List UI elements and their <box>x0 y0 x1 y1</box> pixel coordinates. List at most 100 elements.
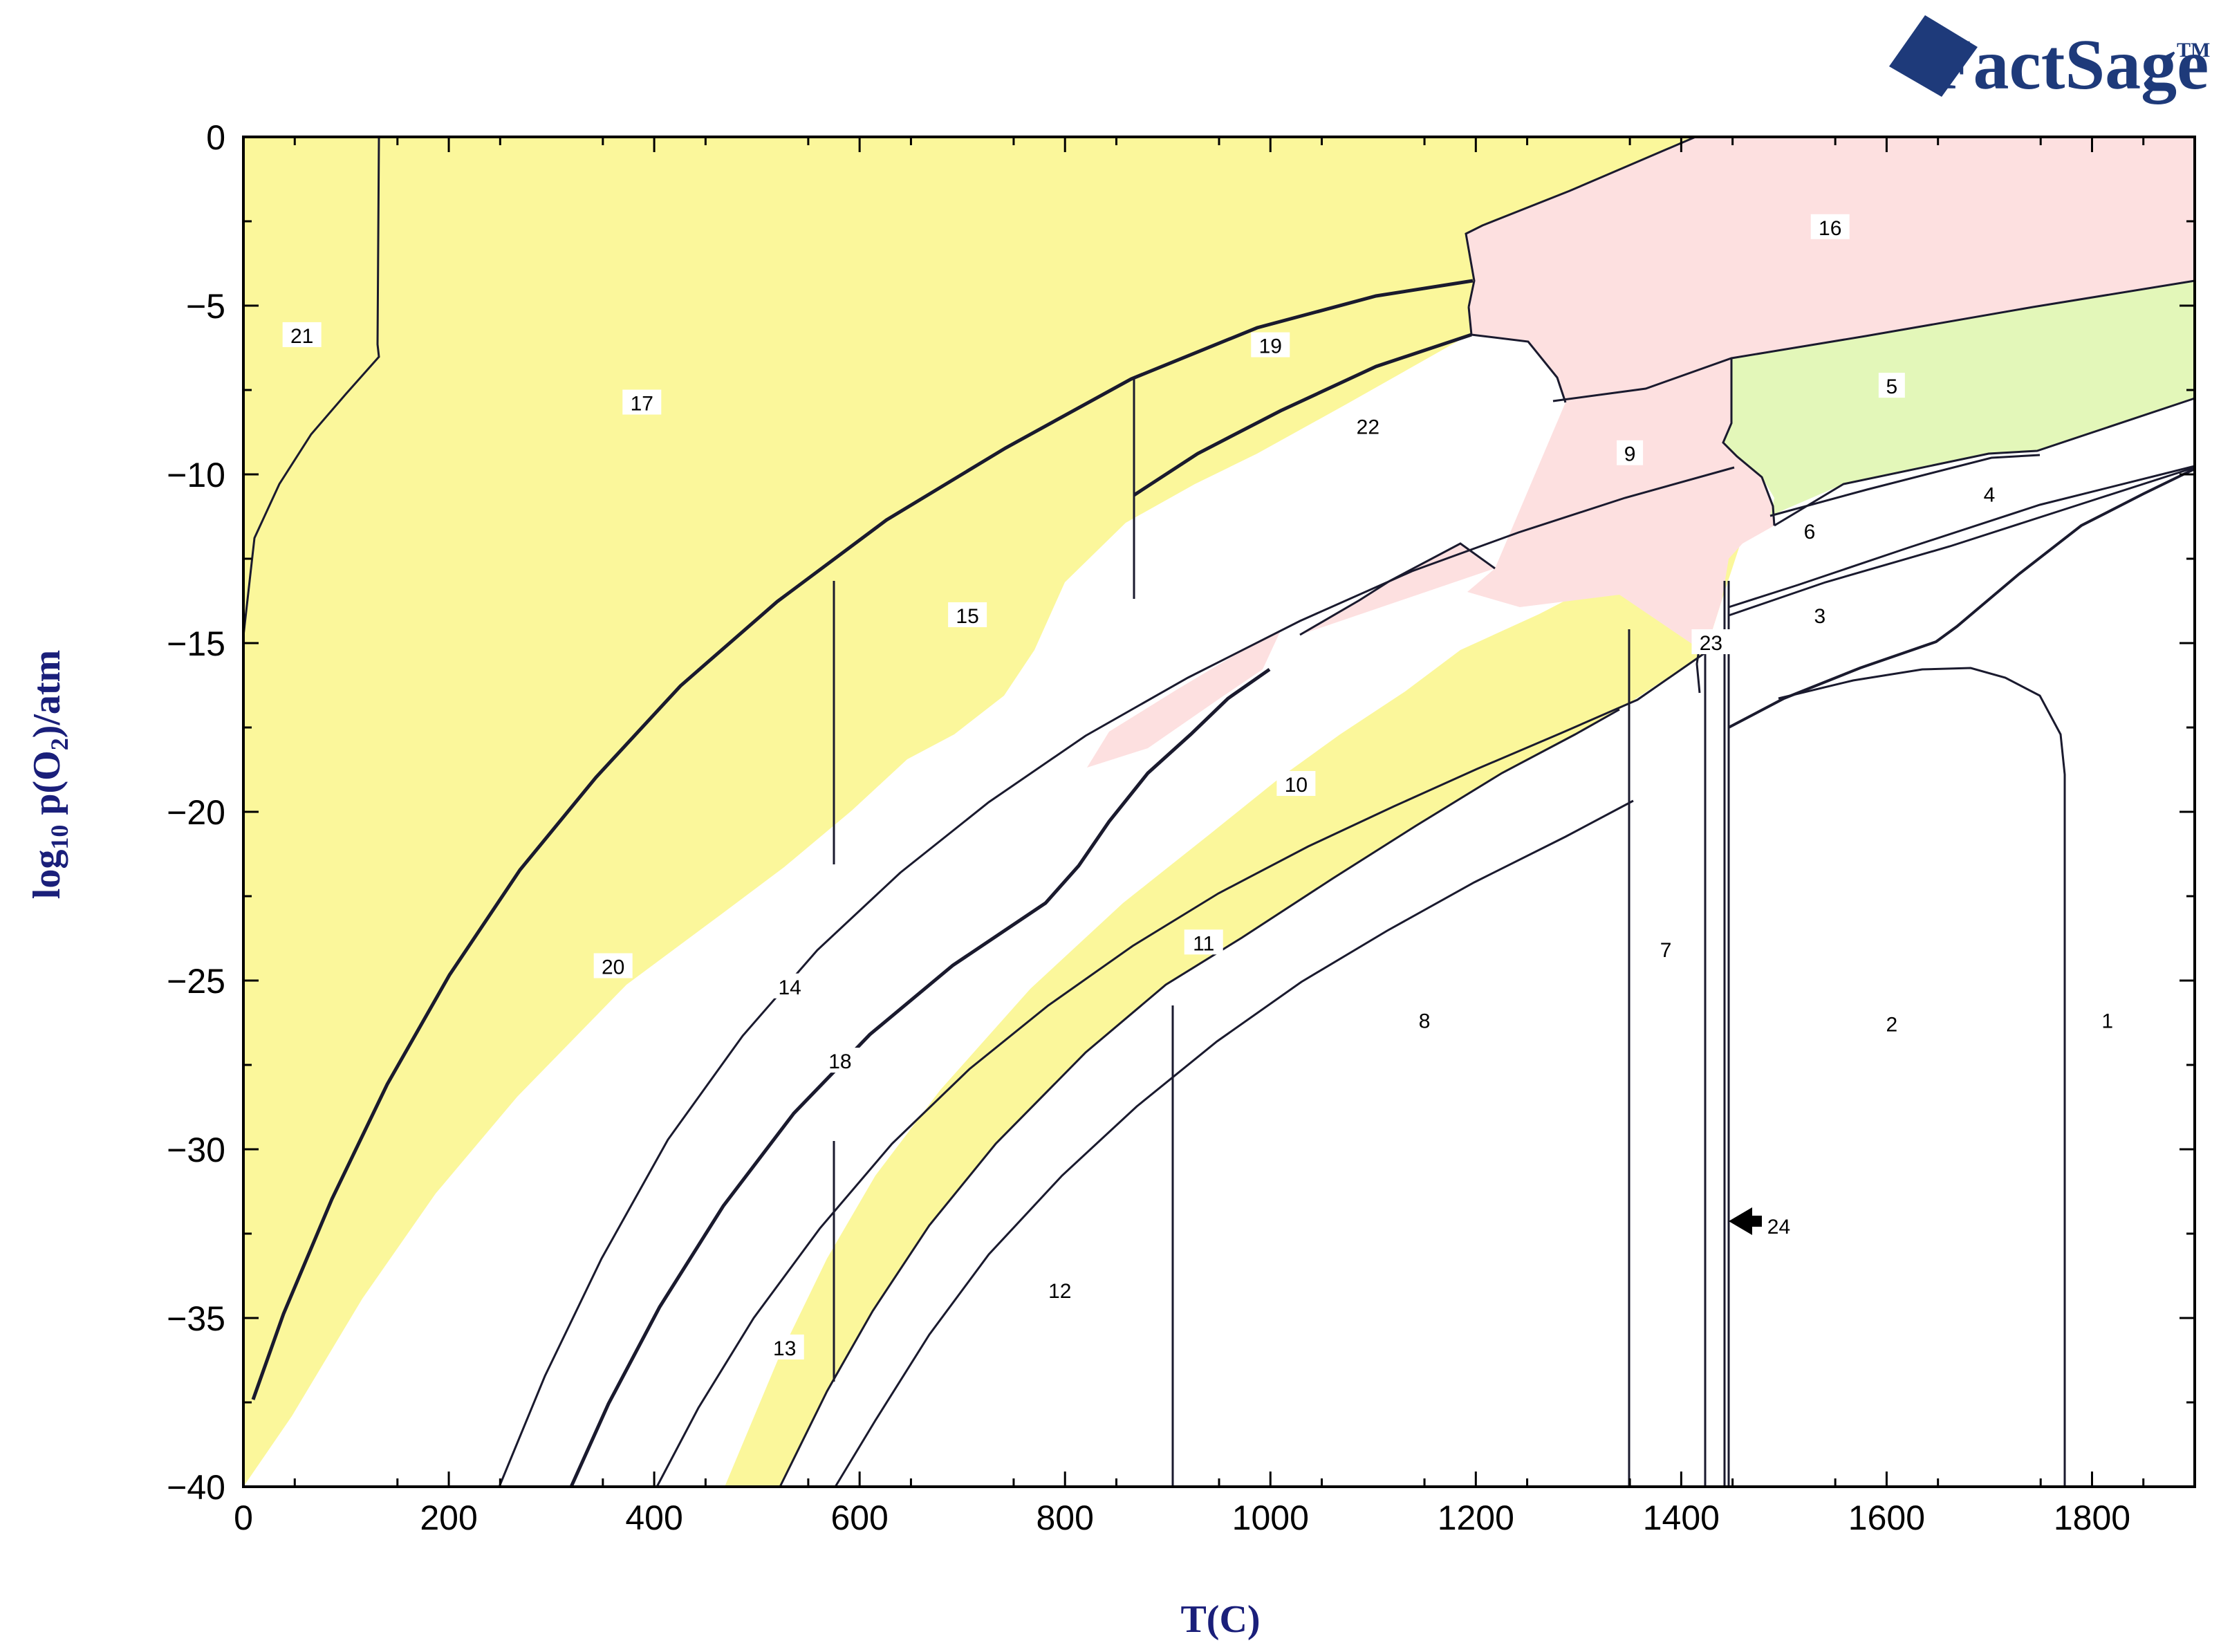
x-axis-title: T(C) <box>1180 1598 1260 1641</box>
phase-boundaries <box>242 136 2195 1488</box>
y-axis-title-mid: p(O <box>26 750 68 824</box>
region-label-bg <box>1806 602 1833 627</box>
yellow-lower-region <box>725 503 1754 1487</box>
axis-tick-labels: 0 200 400 600 800 1000 1200 1400 1600 1800 0 −5 −10 −… <box>167 118 2130 1537</box>
region-label: 4 <box>1984 483 1996 506</box>
x-tick-label: 600 <box>830 1498 888 1537</box>
region-label: 19 <box>1259 335 1282 358</box>
region-label: 18 <box>828 1050 851 1073</box>
boundary-21-17 <box>242 136 380 637</box>
y-axis-title-sub2: 2 <box>46 738 73 750</box>
region-label-bg <box>1251 332 1290 358</box>
y-axis-title-end: )/atm <box>26 650 68 739</box>
logo-diamond-icon <box>1889 15 1978 97</box>
region-label: 15 <box>956 605 978 628</box>
region-label: 23 <box>1700 632 1722 655</box>
axis-ticks <box>242 136 2195 1488</box>
region-label: 7 <box>1660 939 1672 962</box>
y-tick-label: −15 <box>167 624 225 663</box>
x-tick-label: 200 <box>420 1498 477 1537</box>
region-label-bg <box>1040 1277 1079 1302</box>
x-tick-label: 800 <box>1036 1498 1093 1537</box>
pink-upper-region <box>1466 137 2195 402</box>
x-tick-label: 0 <box>234 1498 253 1537</box>
region-label-bg <box>1878 373 1905 398</box>
region-label-bg <box>1617 440 1644 465</box>
region-label-bg <box>1878 1010 1905 1036</box>
region-label: 12 <box>1048 1280 1071 1303</box>
region-label-bg <box>770 973 810 999</box>
boundary-9-lower <box>1299 542 1496 636</box>
region-label-bg <box>820 1048 859 1073</box>
boundary-18-upper <box>569 667 1271 1488</box>
pink-lower-region <box>1087 631 1281 768</box>
y-tick-label: −25 <box>167 962 225 1001</box>
yellow-upper-region <box>243 137 1695 1487</box>
region-label: 14 <box>778 976 801 999</box>
region-label-bg <box>1653 936 1680 962</box>
region-label: 22 <box>1357 416 1379 439</box>
boundary-2-1 <box>1778 667 2066 1487</box>
boundary-5-lower <box>1774 397 2195 527</box>
boundary-14-upper <box>498 466 1735 1487</box>
region-label-bg <box>1411 1007 1438 1032</box>
region-label-bg <box>1691 629 1731 654</box>
boundary-16-5 <box>1552 279 2195 402</box>
boundary-13-upper <box>656 651 1706 1487</box>
region-label-bg <box>1796 517 1823 543</box>
boundary-20-upper <box>251 279 1474 1400</box>
region-label-bg <box>1184 929 1223 955</box>
x-tick-label: 1000 <box>1232 1498 1309 1537</box>
pink-middle-region <box>1300 358 1774 653</box>
region-label: 13 <box>773 1337 796 1360</box>
boundary-6-4 <box>1769 454 2041 517</box>
region-label-bg <box>765 1334 804 1359</box>
factsage-logo: FactSage TM <box>1889 15 2210 104</box>
region-label-bg <box>282 322 322 347</box>
boundary-4-3 <box>1728 466 2195 617</box>
region-label: 9 <box>1624 443 1636 466</box>
region-label-bg <box>1976 481 2002 506</box>
y-axis-title-sub: 10 <box>46 825 73 850</box>
region-label-bg <box>1276 770 1316 796</box>
arrow-24-icon <box>1729 1207 1762 1235</box>
region-label: 20 <box>602 956 624 978</box>
region-label-bg <box>593 953 633 978</box>
y-tick-label: −5 <box>186 287 225 326</box>
x-tick-label: 1800 <box>2054 1498 2130 1537</box>
x-tick-label: 1200 <box>1438 1498 1514 1537</box>
boundary-11-upper <box>779 708 1620 1487</box>
region-label: 10 <box>1285 774 1308 797</box>
boundary-pink-16-lower <box>1465 136 1696 308</box>
region-label: 1 <box>2101 1010 2113 1033</box>
y-tick-label: −10 <box>167 456 225 494</box>
region-label: 24 <box>1767 1216 1790 1238</box>
boundary-3-lower <box>1728 465 2195 609</box>
boundary-9-right <box>1722 358 1776 526</box>
region-label-bg <box>948 602 987 627</box>
boundary-19-22 <box>1133 333 1472 497</box>
boundary-9-left <box>1467 306 1567 403</box>
y-tick-label: −35 <box>167 1299 225 1338</box>
region-fills <box>243 137 2195 1487</box>
x-tick-label: 400 <box>625 1498 682 1537</box>
x-tick-label: 1400 <box>1643 1498 1720 1537</box>
y-axis-title-log: log <box>26 850 68 900</box>
y-tick-label: −40 <box>167 1468 225 1507</box>
region-label: 6 <box>1804 521 1816 544</box>
y-tick-label: −30 <box>167 1131 225 1169</box>
y-tick-label: −20 <box>167 793 225 832</box>
y-axis-title: log10 p(O2)/atm <box>26 650 73 899</box>
region-label: 5 <box>1886 375 1898 398</box>
region-label-bg <box>1348 413 1388 438</box>
boundary-11-lower <box>834 799 1634 1487</box>
logo-text: FactSage <box>1929 25 2209 104</box>
region-label: 2 <box>1886 1013 1898 1036</box>
region-label-bg <box>1759 1213 1799 1238</box>
region-label: 11 <box>1193 932 1214 955</box>
region-label-bg <box>2094 1007 2121 1032</box>
region-label-bg <box>1810 214 1850 239</box>
boundary-2-upper <box>1728 467 2195 729</box>
region-label: 16 <box>1819 217 1841 240</box>
